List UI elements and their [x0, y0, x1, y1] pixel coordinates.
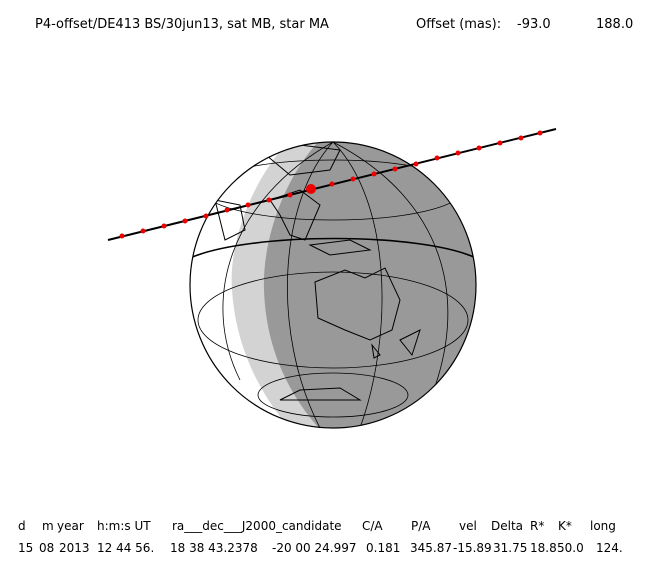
cell: -20 00 24.997: [272, 541, 357, 555]
col-header: year: [57, 519, 84, 533]
cell: -15.89: [453, 541, 492, 555]
cell: 18.8: [530, 541, 557, 555]
col-header: P/A: [411, 519, 431, 533]
cell: 124.: [596, 541, 623, 555]
offset-value: -93.0: [517, 17, 551, 32]
col-header: R*: [530, 519, 544, 533]
col-header: m: [42, 519, 54, 533]
col-header: long: [590, 519, 616, 533]
cell: 18 38 43.2378: [170, 541, 258, 555]
cell: 12 44 56.: [97, 541, 154, 555]
col-header: C/A: [362, 519, 383, 533]
col-header: d: [18, 519, 26, 533]
cell: 08: [39, 541, 54, 555]
cell: 2013: [59, 541, 90, 555]
title: P4-offset/DE413 BS/30jun13, sat MB, star…: [35, 17, 329, 32]
table-row: 15 08 2013 12 44 56. 18 38 43.2378 -20 0…: [18, 541, 623, 555]
col-header: vel: [459, 519, 477, 533]
offset-value: 188.0: [596, 17, 633, 32]
cell: 0.181: [366, 541, 400, 555]
header: P4-offset/DE413 BS/30jun13, sat MB, star…: [35, 17, 633, 32]
offset-label: Offset (mas):: [416, 17, 501, 32]
cell: 15: [18, 541, 33, 555]
col-header: ra___dec___J2000_candidate: [172, 519, 342, 533]
col-header: Delta: [491, 519, 523, 533]
col-header: K*: [558, 519, 572, 533]
shadow-path: [107, 128, 557, 241]
cell: 31.75: [493, 541, 527, 555]
globe: [189, 141, 477, 429]
table-header: d m year h:m:s UT ra___dec___J2000_candi…: [18, 519, 616, 533]
cell: 50.0: [557, 541, 584, 555]
col-header: h:m:s UT: [97, 519, 151, 533]
cell: 345.87: [410, 541, 452, 555]
